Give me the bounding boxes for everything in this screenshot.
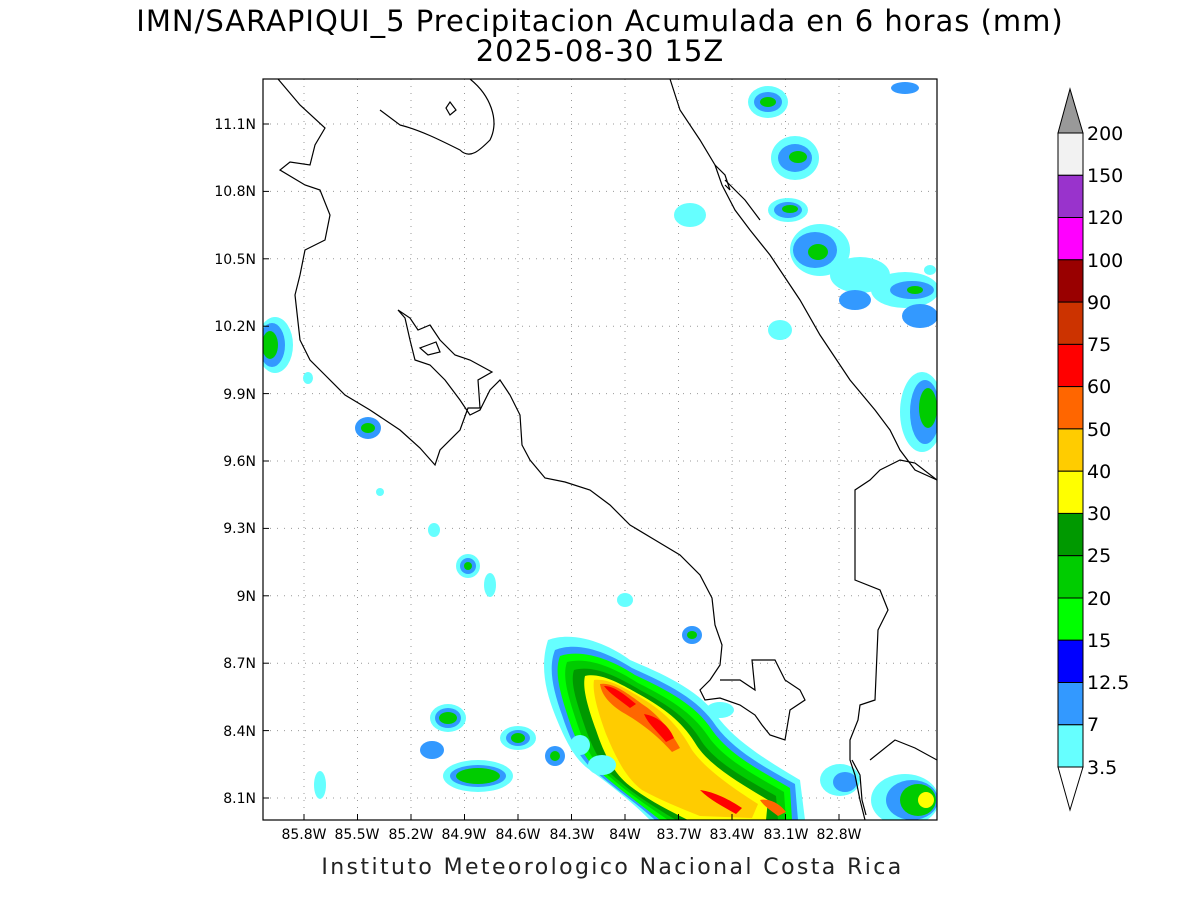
- colorbar-swatch: [1057, 682, 1084, 726]
- colorbar-label: 30: [1087, 503, 1111, 525]
- colorbar-legend: 200 150 120 100 90 75 60 50 40 30 25 20 …: [1057, 87, 1129, 812]
- colorbar-overflow-arrow: [1057, 87, 1084, 134]
- colorbar-swatch: [1057, 724, 1084, 768]
- lat-tick-label: 11.1N: [214, 117, 256, 133]
- lat-tick-label: 8.7N: [223, 656, 256, 672]
- colorbar-swatch: [1057, 512, 1084, 557]
- lon-tick-label: 84.9W: [441, 827, 486, 843]
- lon-tick-label: 84.6W: [495, 827, 540, 843]
- map-subtitle-date: 2025-08-30 15Z: [475, 34, 725, 68]
- colorbar-label: 15: [1087, 630, 1111, 652]
- coastline: [277, 79, 937, 820]
- colorbar-swatch: [1057, 259, 1084, 303]
- lon-tick-label: 83.7W: [656, 827, 701, 843]
- lon-tick-label: 83.4W: [709, 827, 754, 843]
- colorbar-swatch: [1057, 343, 1084, 388]
- lon-tick-label: 82.8W: [816, 827, 861, 843]
- map-frame: [262, 78, 938, 821]
- lat-tick-label: 9.9N: [223, 387, 256, 403]
- rain-cells-southwest: [314, 626, 937, 820]
- lon-tick-label: 83.1W: [763, 827, 808, 843]
- colorbar-swatch: [1057, 174, 1084, 219]
- colorbar-swatch: [1057, 217, 1084, 261]
- lat-tick-label: 9N: [237, 589, 256, 605]
- lat-tick-label: 9.6N: [223, 454, 256, 470]
- footer-credit: Instituto Meteorologico Nacional Costa R…: [321, 855, 904, 880]
- colorbar-label: 7: [1087, 714, 1099, 736]
- colorbar-swatch: [1057, 132, 1084, 176]
- colorbar-label: 25: [1087, 545, 1111, 567]
- colorbar-label: 90: [1087, 292, 1111, 314]
- colorbar-swatch: [1057, 428, 1084, 472]
- colorbar-label: 40: [1087, 461, 1111, 483]
- lat-tick-label: 10.5N: [214, 252, 256, 268]
- colorbar-label: 50: [1087, 419, 1111, 441]
- axis-ticks: [263, 123, 840, 820]
- lon-tick-label: 85.5W: [334, 827, 379, 843]
- lon-tick-label: 84W: [609, 827, 641, 843]
- colorbar-label: 3.5: [1087, 757, 1117, 779]
- colorbar-underflow-arrow: [1057, 766, 1084, 812]
- lat-tick-label: 8.1N: [223, 791, 256, 807]
- colorbar-swatch: [1057, 639, 1084, 684]
- precipitation-field: [263, 82, 937, 820]
- colorbar-label: 100: [1087, 250, 1123, 272]
- colorbar-label: 120: [1087, 207, 1123, 229]
- colorbar-swatch: [1057, 470, 1084, 515]
- colorbar-label: 200: [1087, 123, 1123, 145]
- colorbar-label: 150: [1087, 165, 1123, 187]
- colorbar-label: 60: [1087, 376, 1111, 398]
- lon-tick-label: 85.8W: [281, 827, 326, 843]
- map-title: IMN/SARAPIQUI_5 Precipitacion Acumulada …: [136, 4, 1064, 38]
- lon-tick-label: 84.3W: [549, 827, 594, 843]
- latitude-axis: 11.1N 10.8N 10.5N 10.2N 9.9N 9.6N 9.3N 9…: [214, 117, 256, 807]
- rain-cells-pacific: [263, 317, 633, 607]
- lat-tick-label: 10.2N: [214, 319, 256, 335]
- lon-tick-label: 85.2W: [388, 827, 433, 843]
- colorbar-swatch: [1057, 597, 1084, 641]
- lat-tick-label: 10.8N: [214, 184, 256, 200]
- rain-band-south: [544, 636, 805, 820]
- colorbar-swatch: [1057, 386, 1084, 430]
- longitude-axis: 85.8W 85.5W 85.2W 84.9W 84.6W 84.3W 84W …: [281, 827, 861, 843]
- lat-tick-label: 9.3N: [223, 521, 256, 537]
- colorbar-label: 12.5: [1087, 672, 1129, 694]
- rain-cells-caribbean: [674, 82, 937, 452]
- colorbar-label: 75: [1087, 334, 1111, 356]
- colorbar-swatch: [1057, 555, 1084, 599]
- colorbar-swatch: [1057, 301, 1084, 345]
- lat-tick-label: 8.4N: [223, 724, 256, 740]
- colorbar-label: 20: [1087, 588, 1111, 610]
